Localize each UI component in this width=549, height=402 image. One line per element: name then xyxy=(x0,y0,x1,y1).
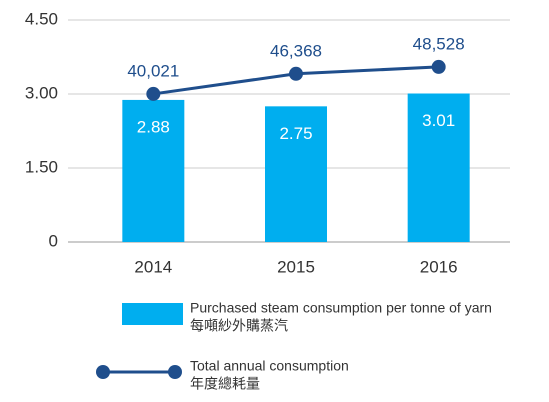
bar xyxy=(407,93,470,242)
y-tick-label: 4.50 xyxy=(25,9,58,28)
line-label: 46,368 xyxy=(270,41,322,60)
x-tick-label: 2016 xyxy=(420,257,458,276)
line-label: 40,021 xyxy=(127,61,179,80)
bar-label: 2.88 xyxy=(137,117,170,136)
legend-dot xyxy=(96,365,110,379)
legend-label-zh: 年度總耗量 xyxy=(190,376,260,392)
bar xyxy=(265,106,327,242)
legend-label-zh: 每噸紗外購蒸汽 xyxy=(190,318,288,334)
legend-swatch xyxy=(122,303,183,325)
x-tick-label: 2014 xyxy=(134,257,172,276)
y-tick-label: 3.00 xyxy=(25,83,58,102)
y-tick-label: 1.50 xyxy=(25,157,58,176)
bar-label: 3.01 xyxy=(422,111,455,130)
line-label: 48,528 xyxy=(413,34,465,53)
point xyxy=(289,66,303,81)
bar-label: 2.75 xyxy=(279,124,312,143)
point xyxy=(146,86,161,101)
legend-dot xyxy=(168,365,182,379)
point xyxy=(431,59,446,74)
x-tick-label: 2015 xyxy=(277,257,315,276)
legend-label: Total annual consumption xyxy=(190,358,349,374)
bar xyxy=(122,99,185,242)
y-tick-label: 0 xyxy=(49,231,58,250)
legend-label: Purchased steam consumption per tonne of… xyxy=(190,300,492,316)
